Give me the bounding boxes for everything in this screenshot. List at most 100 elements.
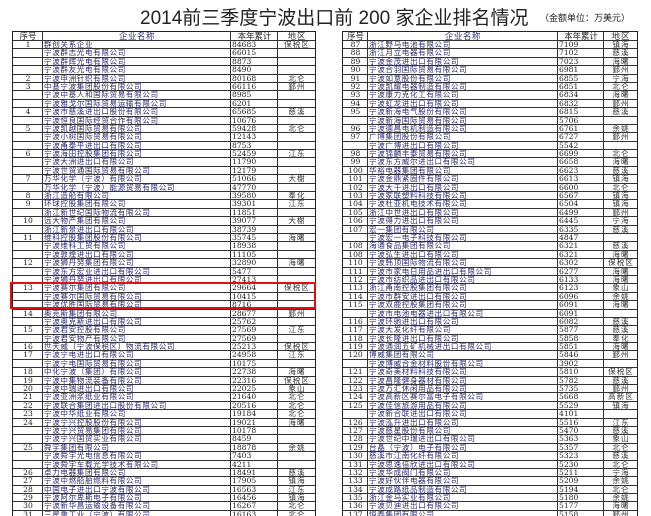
- total-cell: 16456: [231, 494, 278, 502]
- table-row: 123 宁波万汇休闲用品有限公司 5735 鄞州: [343, 385, 637, 394]
- table-row: 91 宁波如意股份有限公司 6855 宁海: [343, 74, 637, 83]
- total-cell: 8753: [231, 141, 278, 150]
- total-cell: 22738: [231, 368, 278, 376]
- table-row: 114 宁波市群安进出口有限公司 6096 余姚: [343, 292, 637, 302]
- rank-cell: 11: [13, 233, 43, 242]
- district-cell: 海曙: [612, 267, 630, 275]
- total-cell: 27569: [231, 334, 278, 343]
- rank-cell: 87: [343, 41, 368, 49]
- company-cell: 宁波弘生进出口有限公司: [368, 250, 558, 259]
- company-cell: 宁波宁电进出口有限公司: [43, 351, 231, 359]
- district-cell: [604, 360, 637, 367]
- total-cell: 10676: [231, 116, 278, 124]
- total-cell: 6658: [558, 158, 604, 166]
- company-cell: 宁波中燃船舶燃料有限公司: [43, 477, 231, 485]
- company-cell: 宁波市慈溪进出口股份有限公司: [43, 108, 231, 116]
- table-row: 122 宁波昌隆健身器材有限公司 5782 慈溪: [343, 376, 637, 386]
- rank-cell: 121: [343, 368, 368, 376]
- company-cell: 海通食品集团有限公司: [368, 242, 558, 250]
- total-cell: 39301: [231, 200, 278, 208]
- company-cell: 宁波博威合金材料股份有限公司: [368, 359, 558, 368]
- company-cell: 宁波金鼎紧固件有限公司: [368, 175, 558, 183]
- company-cell: 宁波优胜国际贸易有限公司: [43, 301, 231, 309]
- district-cell: 北仑: [612, 82, 630, 91]
- company-cell: 万华化学（宁波）有限公司: [43, 175, 231, 183]
- company-cell: 宁波康力克化工有限公司: [368, 91, 558, 99]
- district-cell: [604, 310, 637, 317]
- company-cell: 宁波新海电气股份有限公司: [368, 108, 558, 116]
- total-cell: 5668: [558, 393, 604, 401]
- rank-cell: 2: [13, 74, 43, 82]
- table-row: 135 浙江金马实业有限公司 5180 余姚: [343, 494, 637, 503]
- company-cell: 宁波德昌电机制造有限公司: [368, 124, 558, 133]
- total-cell: 6133: [558, 275, 604, 284]
- district-cell: 大榭: [288, 217, 306, 225]
- rank-cell: 25: [13, 443, 43, 452]
- district-cell: 余姚: [612, 292, 630, 301]
- table-row: 4 宁波市慈溪进出口股份有限公司 65685 慈溪: [13, 108, 315, 117]
- district-cell: [278, 461, 315, 468]
- district-cell: [278, 66, 315, 73]
- total-cell: 10415: [231, 292, 278, 301]
- company-cell: 宁波大千进出口有限公司: [368, 183, 558, 192]
- total-cell: 6499: [558, 208, 604, 217]
- district-cell: 北仑: [612, 183, 630, 192]
- total-cell: 7403: [231, 452, 278, 460]
- rank-cell: [13, 317, 43, 326]
- district-cell: 慈溪: [288, 468, 306, 477]
- total-cell: 19184: [231, 410, 278, 418]
- table-row: 宁波宁兴国贸实业有限公司 8459: [13, 435, 315, 444]
- table-row: 宁波东方宏业进出口有限公司 5477: [13, 267, 315, 276]
- company-cell: 宁波慈星股份有限公司: [368, 426, 558, 435]
- district-cell: 大榭: [288, 175, 306, 183]
- company-cell: 宁波思逸倍欣进出口有限公司: [368, 460, 558, 468]
- table-row: 万华化学（宁波）能源贸易有限公司 47770: [13, 183, 315, 193]
- rank-cell: 137: [343, 510, 368, 516]
- district-cell: 海曙: [612, 57, 630, 66]
- company-cell: 宁波凯耀电器制造有限公司: [368, 82, 558, 91]
- company-cell: 宁波环驰进出口有限公司: [368, 317, 558, 326]
- table-row: 29 宁波阿尔卑斯电子有限公司 16456 镇海: [13, 494, 315, 503]
- total-cell: 5810: [558, 368, 604, 376]
- rank-cell: 132: [343, 468, 368, 477]
- rank-cell: 18: [13, 368, 43, 376]
- rank-cell: 108: [343, 250, 368, 259]
- total-cell: 6082: [558, 317, 604, 326]
- total-cell: 5706: [558, 116, 604, 124]
- rank-cell: [13, 334, 43, 343]
- district-cell: 奉化: [288, 192, 306, 200]
- header-district: 地区: [611, 32, 631, 40]
- table-row: 128 宁波世纪中瑞进出口有限公司 5363 象山: [343, 435, 637, 444]
- table-row: 宁波新合联进出口有限公司 4101: [343, 410, 637, 419]
- table-row: 105 浙江中世进出口有限公司 6499 鄞州: [343, 208, 637, 218]
- header-rank: 序号: [343, 32, 368, 40]
- rank-cell: 119: [343, 343, 368, 351]
- company-cell: 宁波泓升进出口有限公司: [368, 418, 558, 426]
- rank-cell: 90: [343, 66, 368, 74]
- district-cell: 余姚: [288, 443, 306, 452]
- company-cell: 宁波申洲针织有限公司: [43, 74, 231, 82]
- district-cell: [278, 184, 315, 191]
- district-cell: 慈溪: [288, 108, 306, 116]
- table-row: 宁波雅戈尔国际贸易运输有限公司 6201: [13, 99, 315, 109]
- total-cell: 12179: [231, 166, 278, 175]
- district-cell: 鄞州: [612, 133, 630, 141]
- table-row: 宁波君安物产有限公司 27569: [13, 334, 315, 344]
- district-cell: 海曙: [288, 418, 306, 426]
- company-cell: 浙江中世进出口有限公司: [368, 208, 558, 217]
- total-cell: 5529: [558, 401, 604, 410]
- rank-cell: [13, 452, 43, 460]
- table-row: 16 世天威（宁波保税区）物流有限公司 25213 保税区: [13, 343, 315, 352]
- company-cell: 博威集团有限公司: [368, 351, 558, 359]
- district-cell: 北仑: [612, 460, 630, 468]
- total-cell: 5211: [558, 468, 604, 477]
- table-row: 6 宁波海田控股集团有限公司 52459 江东: [13, 150, 315, 159]
- total-cell: 6445: [558, 217, 604, 225]
- table-row: 98 宁波锦麟丰泰贸易有限公司 6699 北仑: [343, 150, 637, 159]
- table-row: 宁波大洲进出口有限公司 11790: [13, 158, 315, 167]
- table-header: 序号 企业名称 本年累计 地区: [13, 32, 315, 41]
- table-row: 8 浙江造船有限公司 39580 奉化: [13, 192, 315, 201]
- table-row: 24 宁波宁兴控股股份有限公司 19021 海曙: [13, 418, 315, 427]
- district-cell: [278, 209, 315, 216]
- company-cell: 宁波海田控股集团有限公司: [43, 150, 231, 158]
